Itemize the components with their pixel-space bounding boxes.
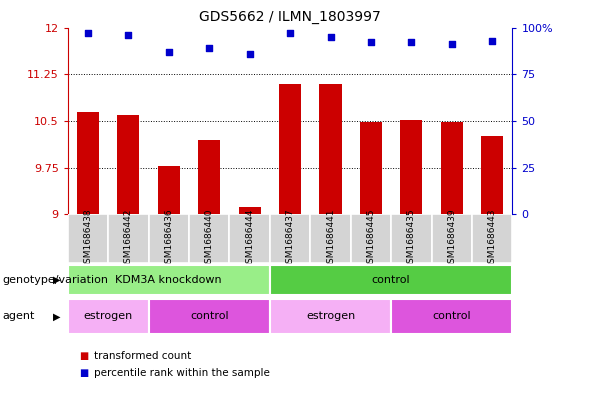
Text: GSM1686441: GSM1686441 xyxy=(326,209,335,269)
Text: GSM1686435: GSM1686435 xyxy=(407,208,416,269)
Bar xyxy=(198,140,220,214)
Point xyxy=(83,30,92,36)
Bar xyxy=(472,214,512,263)
Text: GSM1686438: GSM1686438 xyxy=(84,208,92,269)
Bar xyxy=(391,299,512,334)
Bar xyxy=(310,214,350,263)
Text: agent: agent xyxy=(2,311,35,321)
Text: genotype/variation: genotype/variation xyxy=(2,275,108,285)
Bar xyxy=(350,214,391,263)
Title: GDS5662 / ILMN_1803997: GDS5662 / ILMN_1803997 xyxy=(199,10,381,24)
Text: GSM1686443: GSM1686443 xyxy=(488,209,497,269)
Text: control: control xyxy=(432,311,471,321)
Bar xyxy=(148,214,189,263)
Bar xyxy=(68,299,148,334)
Text: GSM1686440: GSM1686440 xyxy=(205,209,214,269)
Text: ■: ■ xyxy=(80,368,89,378)
Point xyxy=(488,37,497,44)
Bar xyxy=(117,115,140,214)
Text: ▶: ▶ xyxy=(54,275,61,285)
Bar xyxy=(68,265,270,295)
Bar xyxy=(319,83,342,214)
Bar xyxy=(432,214,472,263)
Text: control: control xyxy=(372,275,411,285)
Text: KDM3A knockdown: KDM3A knockdown xyxy=(115,275,222,285)
Point xyxy=(326,34,335,40)
Text: GSM1686445: GSM1686445 xyxy=(366,209,375,269)
Text: estrogen: estrogen xyxy=(306,311,355,321)
Bar xyxy=(270,265,512,295)
Text: ■: ■ xyxy=(80,351,89,361)
Bar xyxy=(279,83,301,214)
Bar xyxy=(401,119,422,214)
Bar xyxy=(360,122,382,214)
Bar xyxy=(239,207,261,214)
Bar xyxy=(391,214,432,263)
Bar xyxy=(441,122,463,214)
Bar xyxy=(77,112,99,214)
Bar xyxy=(108,214,148,263)
Text: GSM1686437: GSM1686437 xyxy=(286,208,294,269)
Point xyxy=(447,41,456,48)
Bar xyxy=(68,214,108,263)
Bar xyxy=(189,214,230,263)
Point xyxy=(204,45,214,51)
Bar xyxy=(481,136,504,214)
Point xyxy=(245,50,254,57)
Bar xyxy=(270,299,391,334)
Text: GSM1686444: GSM1686444 xyxy=(245,209,254,269)
Bar xyxy=(158,166,180,214)
Bar xyxy=(230,214,270,263)
Bar xyxy=(148,299,270,334)
Point xyxy=(285,30,294,36)
Text: control: control xyxy=(190,311,229,321)
Text: transformed count: transformed count xyxy=(94,351,191,361)
Text: GSM1686442: GSM1686442 xyxy=(124,209,133,269)
Text: GSM1686439: GSM1686439 xyxy=(447,208,456,269)
Point xyxy=(164,49,174,55)
Point xyxy=(124,32,133,38)
Bar xyxy=(270,214,310,263)
Text: ▶: ▶ xyxy=(54,311,61,321)
Point xyxy=(406,39,416,46)
Text: GSM1686436: GSM1686436 xyxy=(164,208,173,269)
Text: percentile rank within the sample: percentile rank within the sample xyxy=(94,368,270,378)
Point xyxy=(366,39,376,46)
Text: estrogen: estrogen xyxy=(84,311,133,321)
